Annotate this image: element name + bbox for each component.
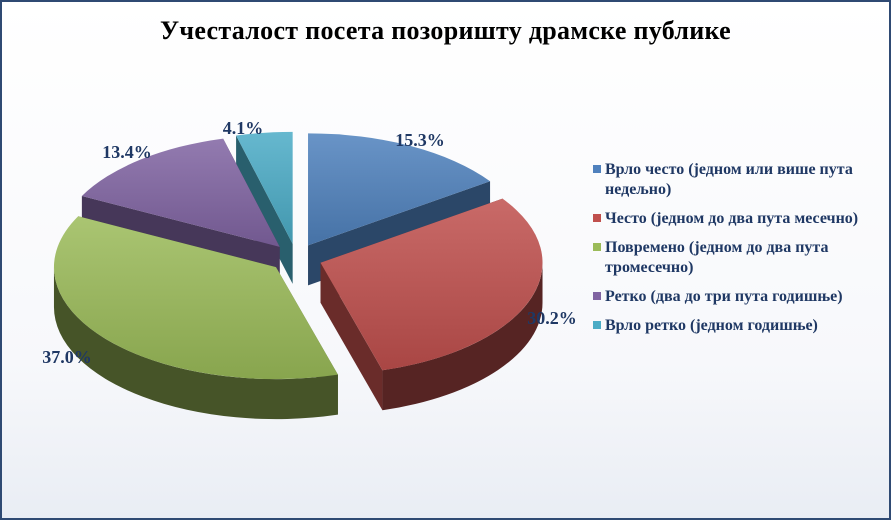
pie-slice [53, 216, 338, 380]
pie-slice [81, 138, 280, 247]
slice-percent-label: 15.3% [395, 130, 445, 150]
slice-percent-label: 13.4% [102, 142, 152, 162]
legend-swatch [593, 165, 601, 173]
pie-slice-side [320, 262, 383, 411]
slice-percent-label: 4.1% [223, 118, 264, 138]
pie-slice [236, 131, 293, 244]
legend-swatch [593, 321, 601, 329]
pie-slice [308, 133, 491, 246]
legend-item: Повремено (једном до два пута тромесечно… [593, 238, 883, 278]
chart-title: Учесталост посета позоришту драмске публ… [160, 16, 731, 45]
pie-slice [320, 198, 543, 371]
legend: Врло често (једном или више пута недељно… [593, 160, 883, 345]
slice-percent-label: 30.2% [527, 308, 577, 328]
legend-item: Често (једном до два пута месечно) [593, 209, 883, 229]
legend-label: Ретко (два до три пута годишње) [605, 288, 843, 305]
legend-label: Врло често (једном или више пута недељно… [605, 161, 853, 198]
pie-slice-side [53, 267, 338, 420]
legend-item: Ретко (два до три пута годишње) [593, 287, 883, 307]
legend-swatch [593, 292, 601, 300]
legend-swatch [593, 214, 601, 222]
pie-slice-side [382, 262, 543, 411]
legend-item: Врло често (једном или више пута недељно… [593, 160, 883, 200]
legend-label: Често (једном до два пута месечно) [605, 210, 859, 227]
legend-label: Врло ретко (једном годишње) [605, 317, 818, 334]
legend-swatch [593, 243, 601, 251]
legend-label: Повремено (једном до два пута тромесечно… [605, 239, 829, 276]
legend-item: Врло ретко (једном годишње) [593, 316, 883, 336]
slice-percent-label: 37.0% [42, 347, 92, 367]
